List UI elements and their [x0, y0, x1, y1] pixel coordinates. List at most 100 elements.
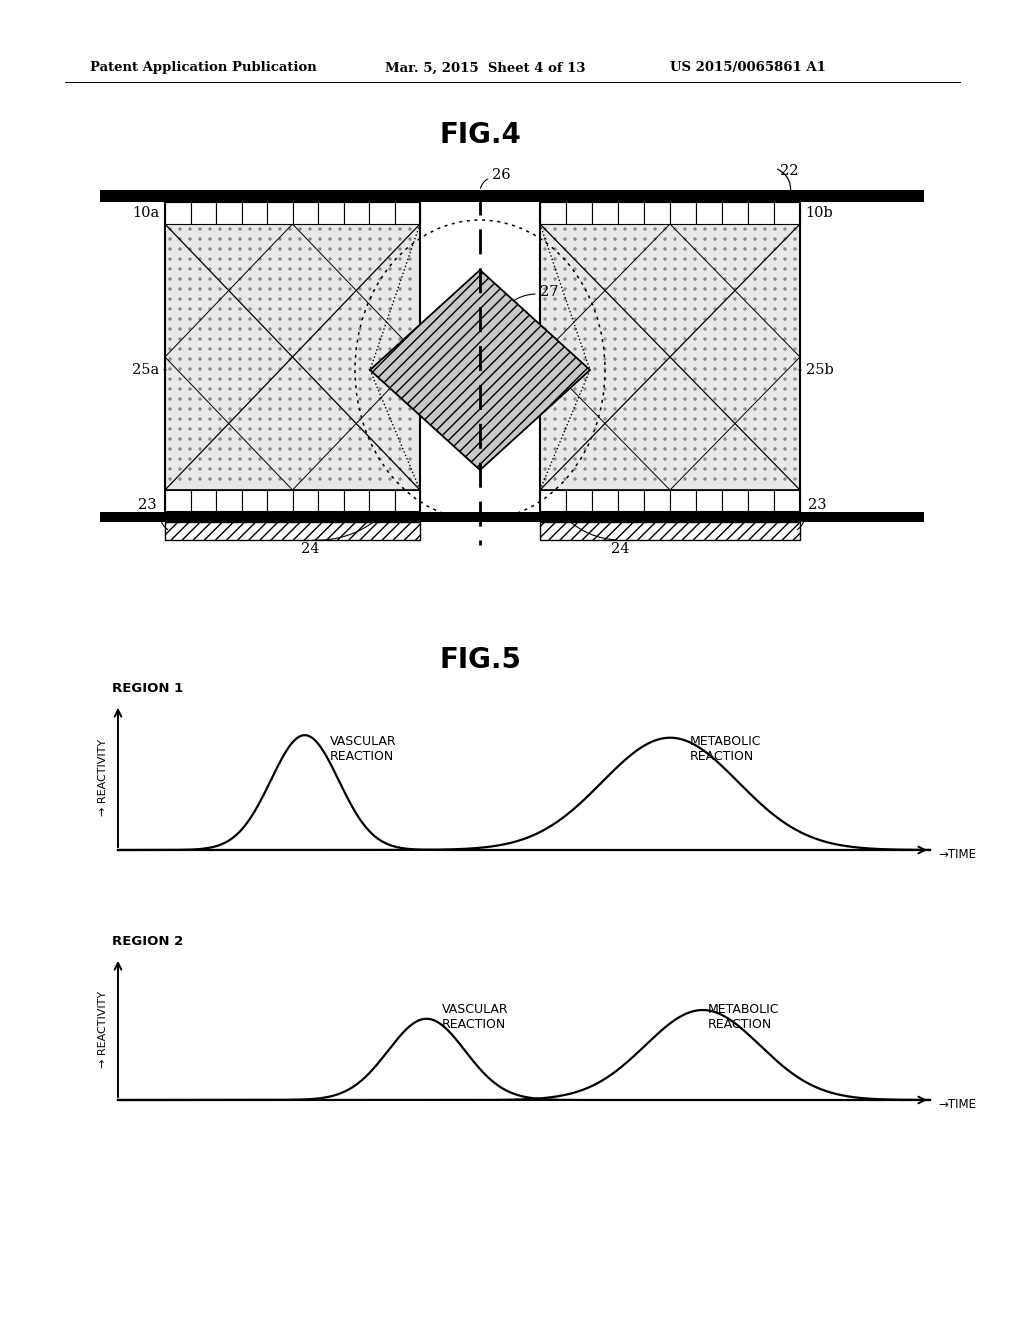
- Circle shape: [714, 368, 716, 370]
- Circle shape: [309, 318, 311, 319]
- Circle shape: [764, 447, 766, 450]
- Circle shape: [399, 428, 401, 430]
- Circle shape: [784, 298, 786, 300]
- Circle shape: [634, 447, 636, 450]
- Circle shape: [634, 279, 636, 280]
- Circle shape: [694, 388, 696, 389]
- Circle shape: [724, 288, 726, 290]
- Circle shape: [319, 318, 321, 319]
- Circle shape: [329, 368, 331, 370]
- Circle shape: [169, 288, 171, 290]
- Circle shape: [624, 238, 626, 240]
- Circle shape: [724, 447, 726, 450]
- Circle shape: [179, 368, 181, 370]
- Circle shape: [259, 408, 261, 411]
- Circle shape: [614, 288, 616, 290]
- Circle shape: [239, 268, 241, 271]
- Circle shape: [229, 268, 231, 271]
- Circle shape: [239, 308, 241, 310]
- Circle shape: [634, 308, 636, 310]
- Circle shape: [604, 238, 606, 240]
- Circle shape: [389, 438, 391, 440]
- Circle shape: [764, 438, 766, 440]
- Circle shape: [744, 257, 746, 260]
- Circle shape: [269, 438, 271, 440]
- Circle shape: [409, 458, 411, 459]
- Circle shape: [309, 358, 311, 360]
- Circle shape: [654, 358, 656, 360]
- Circle shape: [564, 438, 566, 440]
- Circle shape: [604, 458, 606, 459]
- Circle shape: [219, 428, 221, 430]
- Circle shape: [694, 228, 696, 230]
- Circle shape: [339, 447, 341, 450]
- Circle shape: [189, 288, 191, 290]
- Circle shape: [794, 248, 796, 249]
- Circle shape: [624, 338, 626, 341]
- Circle shape: [299, 238, 301, 240]
- Circle shape: [604, 368, 606, 370]
- Circle shape: [349, 318, 351, 319]
- Circle shape: [784, 257, 786, 260]
- Circle shape: [614, 279, 616, 280]
- Circle shape: [189, 418, 191, 420]
- Circle shape: [694, 268, 696, 271]
- Circle shape: [219, 279, 221, 280]
- Circle shape: [674, 438, 676, 440]
- Circle shape: [694, 338, 696, 341]
- Circle shape: [359, 268, 361, 271]
- Circle shape: [705, 257, 706, 260]
- Circle shape: [189, 408, 191, 411]
- Circle shape: [199, 438, 201, 440]
- Circle shape: [389, 478, 391, 480]
- Bar: [540, 202, 800, 512]
- Circle shape: [594, 318, 596, 319]
- Circle shape: [339, 388, 341, 389]
- Circle shape: [369, 308, 371, 310]
- Circle shape: [594, 308, 596, 310]
- Circle shape: [349, 248, 351, 249]
- Circle shape: [694, 469, 696, 470]
- Circle shape: [614, 399, 616, 400]
- Circle shape: [269, 238, 271, 240]
- Circle shape: [239, 348, 241, 350]
- Bar: [100, 512, 924, 521]
- Circle shape: [409, 327, 411, 330]
- Circle shape: [319, 408, 321, 411]
- Circle shape: [309, 228, 311, 230]
- Circle shape: [724, 388, 726, 389]
- Circle shape: [279, 458, 281, 459]
- Circle shape: [744, 469, 746, 470]
- Circle shape: [239, 478, 241, 480]
- Circle shape: [289, 378, 291, 380]
- Circle shape: [399, 308, 401, 310]
- Circle shape: [654, 288, 656, 290]
- Circle shape: [369, 238, 371, 240]
- Circle shape: [774, 368, 776, 370]
- Circle shape: [169, 348, 171, 350]
- Circle shape: [339, 408, 341, 411]
- Circle shape: [724, 458, 726, 459]
- Circle shape: [309, 308, 311, 310]
- Circle shape: [309, 399, 311, 400]
- Circle shape: [614, 298, 616, 300]
- Circle shape: [764, 248, 766, 249]
- Circle shape: [774, 378, 776, 380]
- Circle shape: [544, 368, 546, 370]
- Circle shape: [299, 478, 301, 480]
- Circle shape: [349, 298, 351, 300]
- Circle shape: [554, 478, 556, 480]
- Circle shape: [794, 438, 796, 440]
- Circle shape: [379, 368, 381, 370]
- Circle shape: [289, 447, 291, 450]
- Bar: [343, 490, 369, 512]
- Circle shape: [409, 418, 411, 420]
- Circle shape: [379, 399, 381, 400]
- Circle shape: [389, 327, 391, 330]
- Circle shape: [299, 418, 301, 420]
- Circle shape: [409, 348, 411, 350]
- Circle shape: [269, 288, 271, 290]
- Circle shape: [399, 228, 401, 230]
- Circle shape: [724, 327, 726, 330]
- Circle shape: [705, 408, 706, 411]
